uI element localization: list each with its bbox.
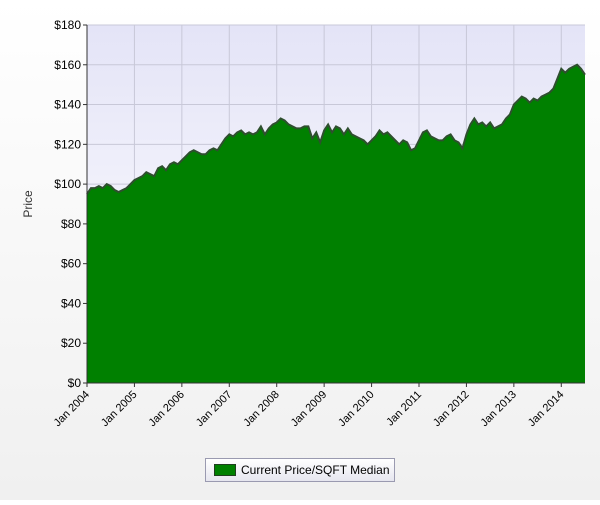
y-tick-label: $0	[68, 376, 82, 390]
y-tick-label: $80	[61, 217, 81, 231]
area-fill	[87, 64, 585, 383]
y-tick-label: $100	[54, 177, 81, 191]
y-tick-label: $40	[61, 296, 81, 310]
y-tick-label: $20	[61, 336, 81, 350]
y-axis-label: Price	[21, 190, 35, 218]
y-axis-ticks: $0 $20 $40 $60 $80 $100 $120 $140 $160 $180	[54, 18, 87, 390]
y-tick-label: $140	[54, 98, 81, 112]
series-area	[86, 63, 586, 383]
x-tick-label: Jan 2008	[241, 389, 281, 429]
x-tick-label: Jan 2009	[289, 389, 329, 429]
legend: Current Price/SQFT Median	[205, 458, 395, 482]
y-tick-label: $60	[61, 257, 81, 271]
x-tick-label: Jan 2010	[336, 389, 376, 429]
y-tick-label: $180	[54, 18, 81, 32]
legend-label: Current Price/SQFT Median	[241, 463, 390, 477]
x-tick-label: Jan 2005	[99, 389, 139, 429]
x-tick-label: Jan 2014	[526, 389, 566, 429]
y-tick-label: $160	[54, 58, 81, 72]
x-axis-ticks: Jan 2004 Jan 2005 Jan 2006 Jan 2007 Jan 2008…	[52, 383, 566, 429]
x-tick-label: Jan 2011	[384, 389, 424, 429]
x-tick-label: Jan 2007	[194, 389, 234, 429]
area-top-line	[86, 63, 586, 195]
x-tick-label: Jan 2004	[52, 389, 92, 429]
y-tick-label: $120	[54, 137, 81, 151]
x-tick-label: Jan 2006	[146, 389, 186, 429]
legend-swatch	[214, 464, 236, 476]
x-tick-label: Jan 2012	[431, 389, 471, 429]
axes	[86, 25, 585, 384]
x-tick-label: Jan 2013	[478, 389, 518, 429]
